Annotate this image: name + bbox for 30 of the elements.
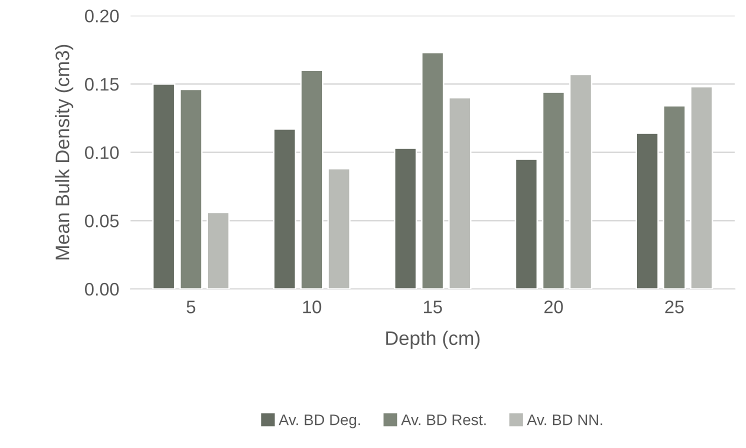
- x-tick-label: 25: [665, 300, 684, 314]
- y-tick-label: 0.20: [85, 10, 119, 22]
- bar: [690, 86, 714, 289]
- y-axis-title: Mean Bulk Density (cm3): [55, 44, 74, 260]
- x-axis-title: Depth (cm): [386, 330, 480, 349]
- bar: [394, 148, 418, 289]
- bar: [662, 105, 686, 289]
- bar: [300, 70, 324, 289]
- bar: [569, 74, 592, 289]
- bar: [514, 158, 538, 289]
- bar: [327, 168, 351, 289]
- bar: [179, 88, 203, 289]
- legend-label: Av. BD Rest.: [401, 414, 486, 426]
- x-tick-label: 20: [544, 300, 563, 314]
- y-tick-label: 0.00: [85, 282, 119, 296]
- x-tick-label: 15: [424, 300, 442, 314]
- bar: [448, 96, 472, 289]
- bar: [636, 132, 659, 289]
- legend-label: Av. BD Deg.: [278, 414, 360, 428]
- y-tick-label: 0.10: [85, 146, 119, 160]
- legend-label: Av. BD NN.: [526, 414, 602, 426]
- y-tick-label: 0.05: [85, 214, 119, 228]
- y-tick-label: 0.15: [85, 78, 119, 91]
- bar: [542, 92, 566, 289]
- x-tick-label: 5: [186, 300, 196, 314]
- bar: [273, 128, 296, 289]
- bar: [421, 52, 444, 289]
- bar: [152, 83, 176, 289]
- x-tick-label: 10: [303, 300, 322, 314]
- bar: [206, 212, 230, 289]
